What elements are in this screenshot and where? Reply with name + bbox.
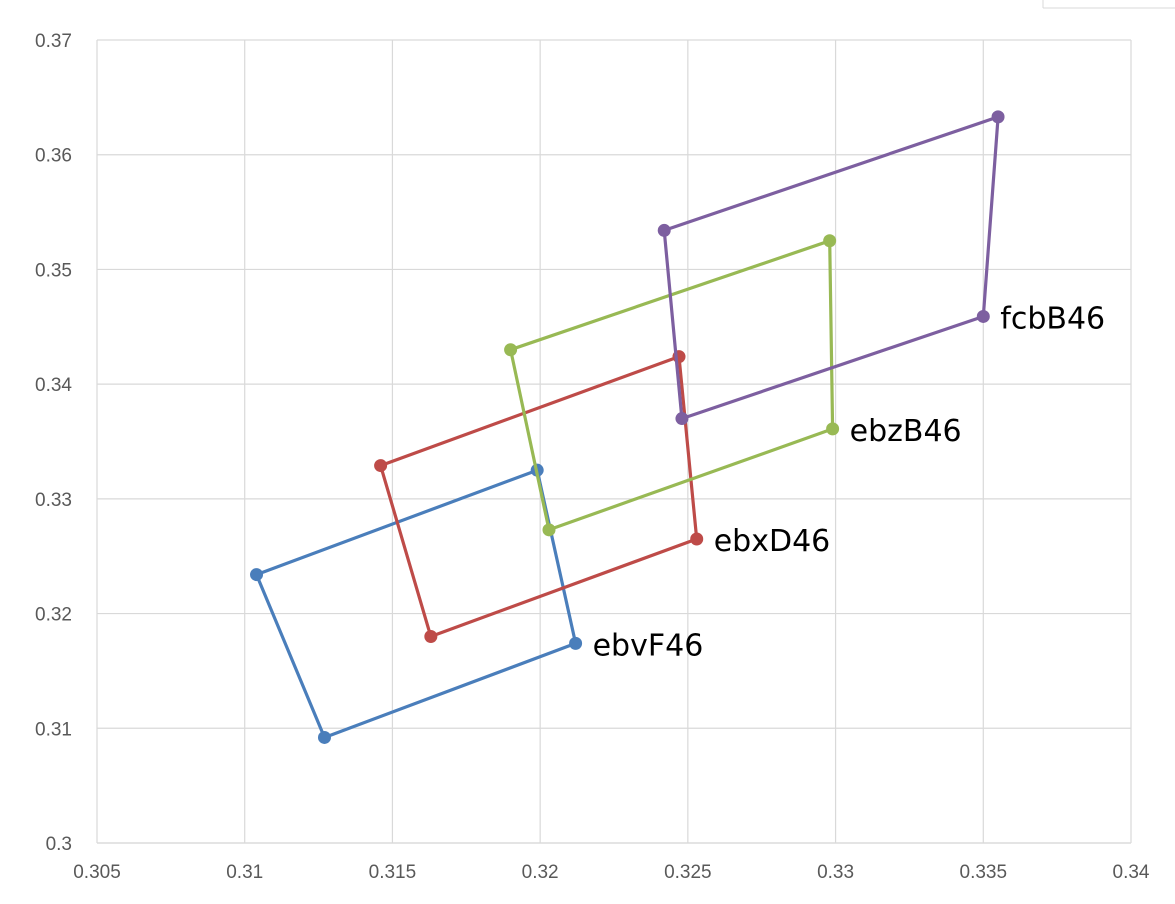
data-point (542, 523, 556, 537)
series-label: ebxD46 (714, 524, 831, 559)
series-line (254, 468, 578, 740)
x-tick-label: 0.34 (1113, 862, 1150, 883)
data-point (690, 532, 704, 546)
data-point (675, 412, 689, 426)
data-point (250, 568, 264, 582)
y-tick-label: 0.36 (35, 146, 72, 167)
y-tick-label: 0.37 (35, 31, 72, 52)
data-point (317, 730, 331, 744)
gridlines (96, 39, 1132, 844)
y-tick-label: 0.35 (35, 260, 72, 281)
x-tick-label: 0.325 (664, 862, 712, 883)
y-tick-label: 0.31 (35, 719, 72, 740)
data-point (569, 636, 583, 650)
x-tick-label: 0.315 (369, 862, 417, 883)
data-point (504, 343, 518, 357)
x-tick-label: 0.33 (817, 862, 854, 883)
y-tick-label: 0.3 (46, 834, 72, 855)
series-ebxD46 (374, 350, 704, 644)
y-tick-label: 0.33 (35, 490, 72, 511)
series-labels: ebvF46 ebxD46 ebzB46 fcbB46 (593, 301, 1106, 663)
x-tick-label: 0.32 (522, 862, 559, 883)
series-group (250, 110, 1005, 744)
series-line (379, 355, 699, 639)
data-point (826, 422, 840, 436)
data-point (657, 223, 671, 237)
y-tick-label: 0.32 (35, 605, 72, 626)
series-label: fcbB46 (1000, 301, 1105, 336)
series-label: ebvF46 (593, 628, 704, 663)
data-point (976, 309, 990, 323)
series-ebvF46 (250, 463, 583, 744)
data-point (823, 234, 837, 248)
x-tick-label: 0.335 (960, 862, 1008, 883)
x-tick-label: 0.305 (73, 862, 121, 883)
tick-labels: 0.305 0.31 0.315 0.32 0.325 0.33 0.335 0.34 0.3 0… (35, 31, 1150, 883)
data-point (991, 110, 1005, 124)
x-tick-label: 0.31 (226, 862, 263, 883)
series-ebzB46 (504, 234, 840, 537)
y-tick-label: 0.34 (35, 375, 72, 396)
series-label: ebzB46 (850, 414, 962, 449)
data-point (424, 630, 438, 644)
series-fcbB46 (657, 110, 1005, 426)
data-point (374, 459, 388, 473)
